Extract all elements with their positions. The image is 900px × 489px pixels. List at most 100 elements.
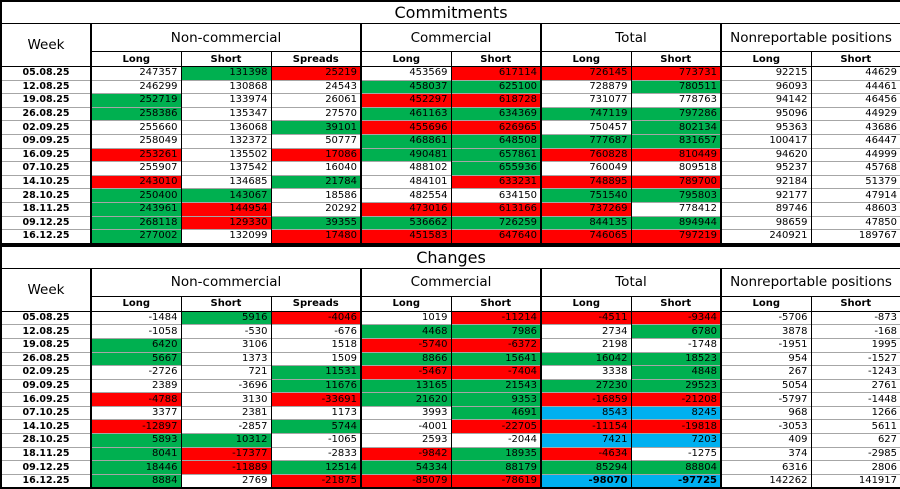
value-cell[interactable]: 88804 xyxy=(630,460,721,475)
week-cell[interactable]: 05.08.25 xyxy=(0,310,92,325)
week-cell[interactable]: 14.10.25 xyxy=(0,419,92,434)
value-cell[interactable]: 2389 xyxy=(90,378,181,393)
value-cell[interactable]: 253261 xyxy=(90,147,181,162)
value-cell[interactable]: 29523 xyxy=(630,378,721,393)
value-cell[interactable]: 726145 xyxy=(540,66,631,81)
value-cell[interactable]: 3130 xyxy=(180,392,271,407)
week-cell[interactable]: 16.09.25 xyxy=(0,147,92,162)
value-cell[interactable]: -22705 xyxy=(450,419,541,434)
value-cell[interactable]: 21784 xyxy=(270,174,361,189)
value-cell[interactable]: 2806 xyxy=(810,460,900,475)
value-cell[interactable]: 144954 xyxy=(180,201,271,217)
value-cell[interactable]: 247357 xyxy=(90,66,181,81)
value-cell[interactable]: 5611 xyxy=(810,419,900,434)
value-cell[interactable]: -97725 xyxy=(630,473,721,489)
value-cell[interactable]: 6420 xyxy=(90,337,181,352)
value-cell[interactable]: 21543 xyxy=(450,378,541,393)
value-cell[interactable]: 655936 xyxy=(450,161,541,176)
week-cell[interactable]: 18.11.25 xyxy=(0,201,92,217)
value-cell[interactable]: -2833 xyxy=(270,446,361,461)
value-cell[interactable]: -5797 xyxy=(720,392,811,407)
value-cell[interactable]: 4691 xyxy=(450,405,541,420)
value-cell[interactable]: 789700 xyxy=(630,174,721,189)
value-cell[interactable]: 760828 xyxy=(540,147,631,162)
value-cell[interactable]: 633231 xyxy=(450,174,541,189)
value-cell[interactable]: 136068 xyxy=(180,120,271,135)
value-cell[interactable]: -1748 xyxy=(630,337,721,352)
value-cell[interactable]: 455696 xyxy=(360,120,451,135)
value-cell[interactable]: 8041 xyxy=(90,446,181,461)
value-cell[interactable]: 3993 xyxy=(360,405,451,420)
value-cell[interactable]: -2857 xyxy=(180,419,271,434)
value-cell[interactable]: 1173 xyxy=(270,405,361,420)
value-cell[interactable]: 453569 xyxy=(360,66,451,81)
value-cell[interactable]: -4788 xyxy=(90,392,181,407)
value-cell[interactable]: 11676 xyxy=(270,378,361,393)
value-cell[interactable]: 2734 xyxy=(540,324,631,339)
value-cell[interactable]: 1509 xyxy=(270,351,361,366)
value-cell[interactable]: -1527 xyxy=(810,351,900,366)
value-cell[interactable]: 2381 xyxy=(180,405,271,420)
value-cell[interactable]: 137542 xyxy=(180,161,271,176)
value-cell[interactable]: -12897 xyxy=(90,419,181,434)
value-cell[interactable]: -1243 xyxy=(810,365,900,380)
value-cell[interactable]: -530 xyxy=(180,324,271,339)
week-cell[interactable]: 19.08.25 xyxy=(0,337,92,352)
value-cell[interactable]: 7421 xyxy=(540,433,631,448)
value-cell[interactable]: 2761 xyxy=(810,378,900,393)
value-cell[interactable]: 626965 xyxy=(450,120,541,135)
value-cell[interactable]: 747119 xyxy=(540,106,631,121)
value-cell[interactable]: 760049 xyxy=(540,161,631,176)
value-cell[interactable]: 374 xyxy=(720,446,811,461)
value-cell[interactable]: 648508 xyxy=(450,133,541,149)
value-cell[interactable]: 613166 xyxy=(450,201,541,217)
value-cell[interactable]: 634150 xyxy=(450,188,541,203)
value-cell[interactable]: -1065 xyxy=(270,433,361,448)
value-cell[interactable]: -1275 xyxy=(630,446,721,461)
value-cell[interactable]: 54334 xyxy=(360,460,451,475)
week-cell[interactable]: 07.10.25 xyxy=(0,161,92,176)
value-cell[interactable]: -5706 xyxy=(720,310,811,325)
value-cell[interactable]: 484101 xyxy=(360,174,451,189)
value-cell[interactable]: 802134 xyxy=(630,120,721,135)
value-cell[interactable]: 50777 xyxy=(270,133,361,149)
value-cell[interactable]: 89746 xyxy=(720,201,811,217)
value-cell[interactable]: -4511 xyxy=(540,310,631,325)
value-cell[interactable]: -21208 xyxy=(630,392,721,407)
value-cell[interactable]: 452297 xyxy=(360,93,451,108)
value-cell[interactable]: 458037 xyxy=(360,79,451,94)
value-cell[interactable]: -168 xyxy=(810,324,900,339)
value-cell[interactable]: 10312 xyxy=(180,433,271,448)
value-cell[interactable]: -19818 xyxy=(630,419,721,434)
week-cell[interactable]: 12.08.25 xyxy=(0,324,92,339)
value-cell[interactable]: 85294 xyxy=(540,460,631,475)
value-cell[interactable]: -676 xyxy=(270,324,361,339)
value-cell[interactable]: 1019 xyxy=(360,310,451,325)
value-cell[interactable]: -3053 xyxy=(720,419,811,434)
value-cell[interactable]: 2769 xyxy=(180,473,271,489)
value-cell[interactable]: 132372 xyxy=(180,133,271,149)
value-cell[interactable]: 43686 xyxy=(810,120,900,135)
value-cell[interactable]: 135502 xyxy=(180,147,271,162)
value-cell[interactable]: -6372 xyxy=(450,337,541,352)
week-cell[interactable]: 09.09.25 xyxy=(0,378,92,393)
value-cell[interactable]: 968 xyxy=(720,405,811,420)
value-cell[interactable]: 246299 xyxy=(90,79,181,94)
value-cell[interactable]: 129330 xyxy=(180,215,271,230)
value-cell[interactable]: 777687 xyxy=(540,133,631,149)
value-cell[interactable]: 1518 xyxy=(270,337,361,352)
week-cell[interactable]: 07.10.25 xyxy=(0,405,92,420)
value-cell[interactable]: 1995 xyxy=(810,337,900,352)
value-cell[interactable]: 20292 xyxy=(270,201,361,217)
value-cell[interactable]: -5467 xyxy=(360,365,451,380)
value-cell[interactable]: -7404 xyxy=(450,365,541,380)
value-cell[interactable]: 44929 xyxy=(810,106,900,121)
value-cell[interactable]: 255660 xyxy=(90,120,181,135)
value-cell[interactable]: -11154 xyxy=(540,419,631,434)
value-cell[interactable]: 13165 xyxy=(360,378,451,393)
value-cell[interactable]: -5740 xyxy=(360,337,451,352)
week-cell[interactable]: 02.09.25 xyxy=(0,365,92,380)
value-cell[interactable]: 617114 xyxy=(450,66,541,81)
value-cell[interactable]: 92177 xyxy=(720,188,811,203)
value-cell[interactable]: 482554 xyxy=(360,188,451,203)
